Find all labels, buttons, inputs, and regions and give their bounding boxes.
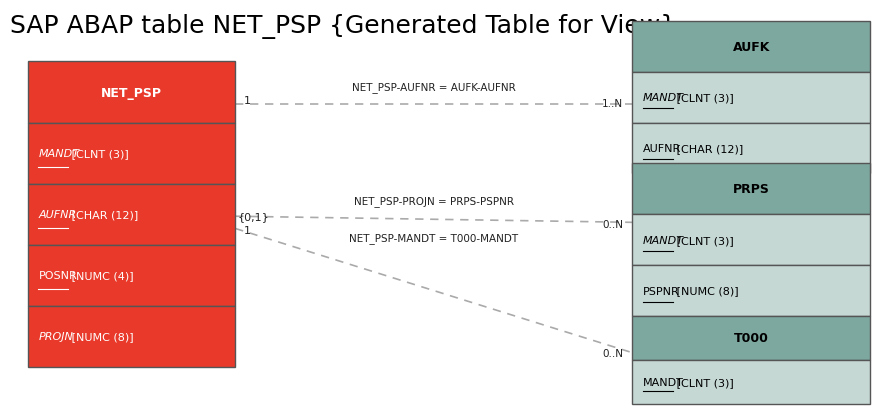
Text: 0..N: 0..N [603, 348, 623, 358]
FancyBboxPatch shape [632, 215, 870, 265]
Text: [NUMC (4)]: [NUMC (4)] [68, 271, 134, 281]
FancyBboxPatch shape [632, 360, 870, 404]
Text: MANDT: MANDT [643, 377, 683, 387]
FancyBboxPatch shape [632, 164, 870, 215]
Text: NET_PSP-AUFNR = AUFK-AUFNR: NET_PSP-AUFNR = AUFK-AUFNR [352, 82, 516, 93]
Text: [CLNT (3)]: [CLNT (3)] [673, 377, 734, 387]
Text: NET_PSP: NET_PSP [101, 86, 162, 99]
FancyBboxPatch shape [632, 123, 870, 174]
Text: {0,1}: {0,1} [238, 212, 270, 222]
FancyBboxPatch shape [632, 22, 870, 72]
Text: SAP ABAP table NET_PSP {Generated Table for View}: SAP ABAP table NET_PSP {Generated Table … [11, 13, 676, 38]
Text: AUFK: AUFK [733, 40, 770, 54]
Text: [NUMC (8)]: [NUMC (8)] [68, 332, 134, 342]
Text: PSPNR: PSPNR [643, 286, 680, 296]
Text: [CLNT (3)]: [CLNT (3)] [673, 93, 734, 103]
Text: [CLNT (3)]: [CLNT (3)] [68, 149, 129, 159]
Text: MANDT: MANDT [38, 149, 80, 159]
FancyBboxPatch shape [632, 72, 870, 123]
FancyBboxPatch shape [27, 62, 235, 123]
Text: PROJN: PROJN [38, 332, 73, 342]
Text: [NUMC (8)]: [NUMC (8)] [673, 286, 738, 296]
FancyBboxPatch shape [27, 306, 235, 367]
Text: [CHAR (12)]: [CHAR (12)] [68, 210, 139, 220]
Text: [CLNT (3)]: [CLNT (3)] [673, 235, 734, 245]
FancyBboxPatch shape [632, 316, 870, 360]
FancyBboxPatch shape [27, 245, 235, 306]
Text: 1: 1 [244, 96, 251, 106]
Text: NET_PSP-MANDT = T000-MANDT: NET_PSP-MANDT = T000-MANDT [349, 233, 519, 244]
Text: [CHAR (12)]: [CHAR (12)] [673, 144, 743, 154]
Text: AUFNR: AUFNR [38, 210, 77, 220]
FancyBboxPatch shape [27, 123, 235, 184]
Text: 1: 1 [244, 226, 251, 236]
Text: MANDT: MANDT [643, 235, 684, 245]
Text: NET_PSP-PROJN = PRPS-PSPNR: NET_PSP-PROJN = PRPS-PSPNR [354, 196, 513, 207]
FancyBboxPatch shape [632, 265, 870, 316]
FancyBboxPatch shape [27, 184, 235, 245]
Text: MANDT: MANDT [643, 93, 684, 103]
Text: T000: T000 [734, 332, 769, 344]
Text: AUFNR: AUFNR [643, 144, 681, 154]
Text: 1..N: 1..N [602, 99, 623, 109]
Text: POSNR: POSNR [38, 271, 77, 281]
Text: PRPS: PRPS [733, 183, 770, 196]
Text: 0..N: 0..N [603, 219, 623, 229]
